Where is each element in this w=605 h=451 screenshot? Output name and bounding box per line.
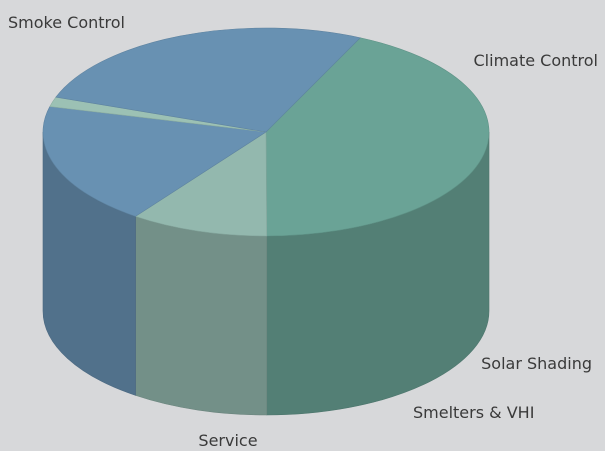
slice-label-1: Climate Control bbox=[474, 51, 599, 70]
slice-label-3: Smelters & VHI bbox=[413, 403, 534, 422]
pie-side-1 bbox=[135, 215, 268, 416]
pie-slice-2 bbox=[42, 106, 267, 217]
pie-side-walls bbox=[42, 131, 490, 416]
slice-label-2: Solar Shading bbox=[481, 354, 592, 373]
pie-labels: Smoke Control Climate Control Solar Shadin… bbox=[8, 13, 598, 450]
slice-label-0: Smoke Control bbox=[8, 13, 125, 32]
pie-slice-0 bbox=[265, 37, 490, 237]
pie-slice-1 bbox=[134, 131, 268, 237]
slice-label-4: Service bbox=[198, 431, 257, 450]
pie-top-faces bbox=[42, 27, 490, 237]
pie-slice-4 bbox=[55, 27, 361, 133]
